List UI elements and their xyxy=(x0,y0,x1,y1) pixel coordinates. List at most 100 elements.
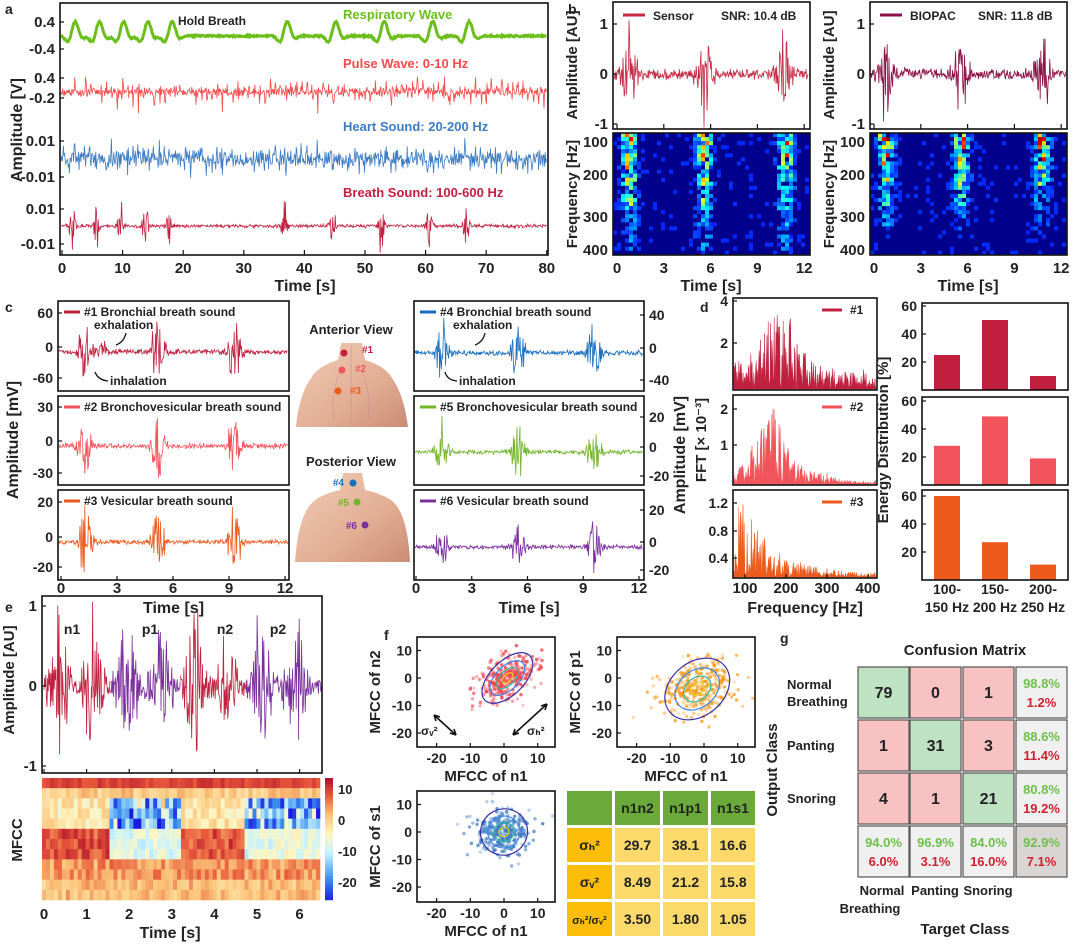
spectrogram-cell xyxy=(1026,141,1030,146)
waveform-segment-n1 xyxy=(43,601,111,755)
heatmap-cell xyxy=(232,879,237,891)
spectrogram-cell xyxy=(938,250,942,255)
exhalation-label: exhalation xyxy=(453,318,512,332)
heatmap-cell xyxy=(177,808,182,819)
spectrogram-cell xyxy=(1014,165,1018,170)
spectrogram-cell xyxy=(629,238,633,243)
heatmap-cell xyxy=(113,839,118,850)
exhalation-label: exhalation xyxy=(94,318,153,332)
heatmap-cell xyxy=(169,889,174,901)
heatmap-cell xyxy=(89,828,94,840)
heatmap-cell xyxy=(316,849,321,860)
spectrogram-cell xyxy=(737,141,741,146)
heatmap-cell xyxy=(240,798,245,809)
heatmap-cell xyxy=(236,869,241,880)
heatmap-cell xyxy=(220,869,225,880)
spectrogram-cell xyxy=(1002,133,1006,138)
legend-label: #3 xyxy=(850,495,864,509)
heatmap-cell xyxy=(216,839,222,850)
x-tick-label: 70 xyxy=(478,260,495,277)
heatmap-cell xyxy=(220,818,225,830)
heatmap-cell xyxy=(252,788,257,799)
heatmap-cell xyxy=(49,849,55,860)
scatter-point xyxy=(684,688,689,692)
spectrogram-cell xyxy=(625,161,629,166)
heatmap-cell xyxy=(137,808,142,819)
spectrogram-cell xyxy=(1050,177,1054,182)
spectrogram-cell xyxy=(886,197,890,203)
x-tick-label: 80 xyxy=(538,260,555,277)
spectrogram-cell xyxy=(697,210,701,215)
spectrogram-cell xyxy=(613,202,617,207)
spectrogram-cell xyxy=(874,222,878,227)
spectrogram-cell xyxy=(970,149,974,154)
spectrogram-cell xyxy=(1034,137,1038,142)
scatter-point xyxy=(534,657,539,662)
heatmap-cell xyxy=(125,778,130,789)
heatmap-cell xyxy=(69,788,75,799)
scatter-point xyxy=(514,829,519,833)
heatmap-cell xyxy=(236,778,241,789)
spectrogram-axes xyxy=(869,132,1068,256)
spectrogram-cell xyxy=(693,177,697,182)
heatmap-cell xyxy=(177,788,182,799)
heatmap-cell xyxy=(133,859,138,870)
colorbar-segment xyxy=(325,854,333,858)
matrix-cell xyxy=(962,666,1015,719)
heatmap-cell xyxy=(101,869,106,880)
heatmap-cell xyxy=(252,798,257,809)
scatter-point xyxy=(491,681,495,685)
spectrogram-cell xyxy=(781,137,785,142)
heatmap-cell xyxy=(240,869,245,880)
spectrogram-cell xyxy=(918,161,922,166)
heatmap-cell xyxy=(181,859,186,870)
scatter-point xyxy=(509,662,513,666)
heatmap-cell xyxy=(149,879,154,891)
spectrogram-cell xyxy=(629,181,633,186)
y-tick-label: 1.2 xyxy=(709,495,729,511)
spectrogram-cell xyxy=(793,153,797,158)
heatmap-cell xyxy=(129,839,134,850)
heatmap-cell xyxy=(73,849,79,860)
spectrogram-cell xyxy=(1034,157,1038,162)
matrix-count: 0 xyxy=(931,685,940,702)
heatmap-cell xyxy=(129,808,134,819)
heatmap-cell xyxy=(268,788,273,799)
heatmap-cell xyxy=(105,889,110,901)
scatter-point xyxy=(710,688,714,692)
breath-sound-line xyxy=(60,201,547,253)
spectrogram-cell xyxy=(954,193,958,198)
spectrogram-cell xyxy=(978,157,982,162)
heatmap-cell xyxy=(105,869,110,880)
annotation-arrow xyxy=(115,332,127,346)
heatmap-cell xyxy=(264,778,269,789)
table-cell xyxy=(615,828,660,862)
spectrogram-cell xyxy=(926,189,930,194)
heatmap-cell xyxy=(188,828,194,840)
heatmap-cell xyxy=(45,828,51,840)
spectrogram-cell xyxy=(689,189,693,194)
heatmap-cell xyxy=(137,869,142,880)
scatter-point xyxy=(695,685,699,689)
spectrogram-cell xyxy=(781,153,785,158)
spectrogram-cell xyxy=(701,218,705,223)
spectrogram-cell xyxy=(781,149,785,154)
heatmap-cell xyxy=(57,849,63,860)
spectrogram-cell xyxy=(693,137,697,142)
scatter-point xyxy=(662,711,667,715)
heatmap-cell xyxy=(117,849,122,860)
spectrogram-cell xyxy=(882,145,886,150)
matrix-title: Confusion Matrix xyxy=(904,642,1027,659)
spectrogram-cell xyxy=(633,161,637,166)
y-axis-label: MFCC of n2 xyxy=(367,650,384,733)
spectrogram-cell xyxy=(962,185,966,190)
spectrogram-cell xyxy=(962,165,966,170)
heatmap-cell xyxy=(49,859,55,870)
scatter-point xyxy=(712,691,716,695)
heatmap-cell xyxy=(284,788,289,799)
heatmap-cell xyxy=(188,778,194,789)
spectrogram-cell xyxy=(625,133,629,138)
spectrogram-cell xyxy=(617,145,621,150)
heatmap-cell xyxy=(177,889,182,901)
